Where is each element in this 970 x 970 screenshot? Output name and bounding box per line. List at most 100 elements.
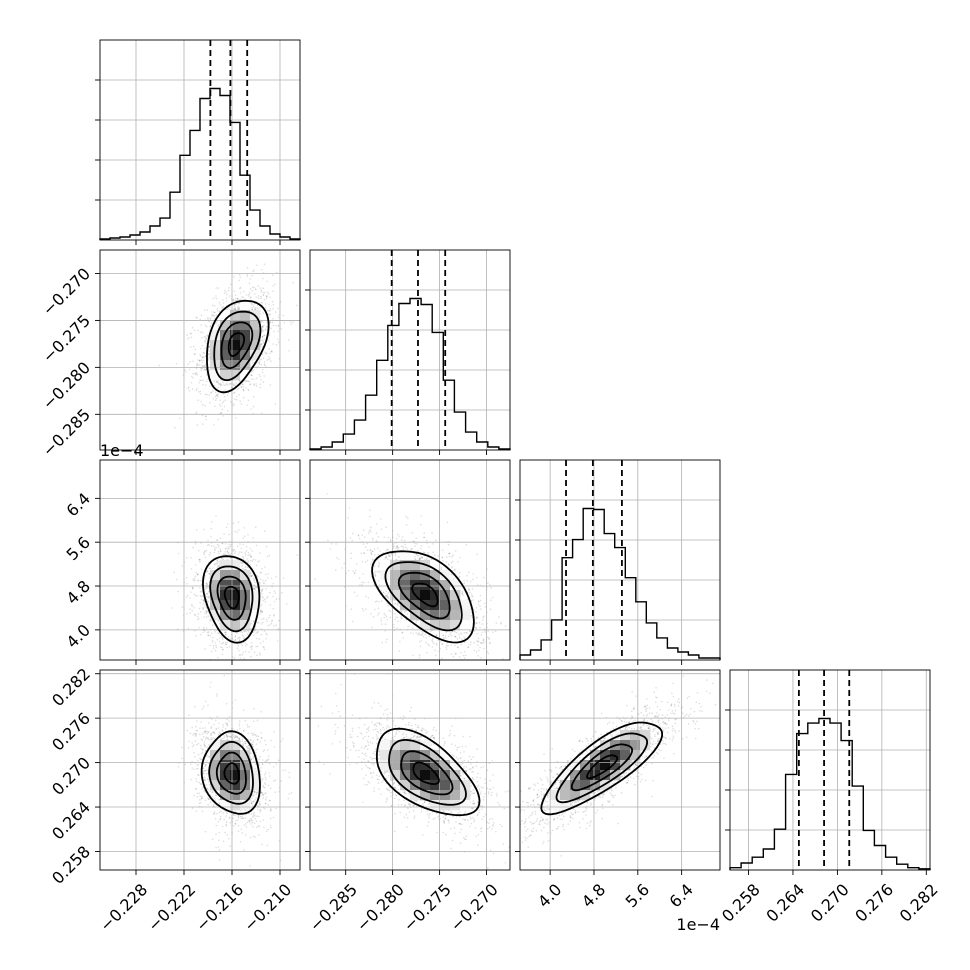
scatter-point [477, 637, 480, 640]
scatter-point [178, 417, 181, 420]
scatter-point [213, 424, 215, 426]
scatter-point [206, 582, 208, 584]
scatter-point [239, 657, 242, 659]
scatter-point [245, 387, 247, 389]
scatter-point [207, 317, 209, 319]
scatter-point [219, 412, 222, 415]
density-bin [250, 330, 261, 341]
scatter-point [266, 352, 268, 355]
scatter-point [207, 634, 210, 637]
scatter-point [200, 633, 202, 636]
scatter-point [396, 545, 398, 547]
scatter-point [199, 602, 201, 604]
scatter-point [361, 560, 364, 563]
scatter-point [264, 328, 267, 330]
scatter-point [462, 594, 465, 596]
scatter-point [494, 630, 497, 633]
scatter-point [292, 321, 294, 324]
scatter-point [480, 642, 482, 644]
scatter-point [255, 646, 257, 648]
scatter-point [197, 613, 200, 615]
scatter-point [452, 578, 455, 580]
scatter-point [217, 380, 219, 382]
scatter-point [222, 299, 224, 301]
scatter-point [204, 393, 207, 396]
scatter-point [483, 647, 485, 650]
scatter-point [216, 566, 219, 568]
scatter-point [261, 336, 264, 339]
scatter-point [225, 383, 228, 385]
scatter-point [223, 384, 225, 386]
scatter-point [201, 344, 204, 347]
scatter-point [214, 631, 217, 633]
density-bin [230, 620, 241, 631]
scatter-point [252, 270, 254, 273]
scatter-point [260, 589, 262, 591]
scatter-point [200, 400, 202, 403]
scatter-point [198, 559, 201, 561]
scatter-point [200, 595, 203, 598]
scatter-point [387, 604, 390, 607]
scatter-point [266, 326, 269, 328]
scatter-point [261, 412, 263, 414]
scatter-point [479, 626, 481, 629]
scatter-point [484, 630, 486, 632]
scatter-point [207, 631, 210, 633]
scatter-point [435, 642, 438, 645]
scatter-point [386, 558, 389, 561]
scatter-point [197, 579, 200, 582]
scatter-point [460, 633, 463, 635]
scatter-point [414, 555, 416, 558]
scatter-point [249, 278, 251, 280]
scatter-point [277, 338, 279, 341]
density-bin [210, 600, 221, 611]
scatter-point [186, 646, 189, 648]
scatter-point [447, 644, 449, 647]
scatter-point [394, 554, 397, 557]
scatter-point [262, 640, 265, 643]
scatter-point [224, 289, 226, 292]
scatter-point [261, 353, 264, 356]
scatter-point [479, 599, 482, 602]
scatter-point [239, 276, 242, 279]
density-bin [250, 610, 261, 621]
scatter-point [262, 277, 264, 280]
scatter-point [472, 588, 474, 590]
scatter-point [482, 664, 484, 666]
scatter-point [475, 627, 478, 629]
scatter-point [201, 595, 204, 597]
scatter-point [193, 577, 196, 580]
scatter-point [191, 605, 193, 607]
scatter-point [220, 642, 222, 645]
scatter-point [232, 548, 235, 551]
scatter-point [219, 399, 221, 402]
scatter-point [262, 357, 265, 360]
scatter-point [250, 556, 253, 558]
scatter-point [379, 550, 382, 552]
scatter-point [253, 286, 255, 289]
scatter-point [468, 589, 471, 591]
scatter-point [450, 653, 453, 655]
scatter-point [361, 583, 363, 586]
scatter-point [216, 381, 219, 383]
scatter-point [435, 539, 437, 541]
scatter-point [463, 631, 466, 634]
scatter-point [251, 306, 253, 309]
scatter-point [401, 539, 403, 541]
scatter-point [415, 537, 418, 539]
scatter-point [210, 544, 213, 547]
scatter-point [432, 638, 434, 640]
scatter-point [222, 553, 225, 555]
scatter-point [352, 620, 354, 623]
scatter-point [486, 651, 489, 653]
scatter-point [469, 630, 472, 632]
scatter-point [191, 326, 194, 329]
scatter-point [412, 627, 414, 629]
scatter-point [366, 549, 369, 551]
scatter-point [457, 646, 460, 649]
scatter-point [352, 570, 355, 572]
scatter-point [204, 588, 207, 591]
scatter-point [247, 561, 249, 564]
scatter-point [386, 602, 388, 605]
scatter-point [397, 548, 399, 550]
